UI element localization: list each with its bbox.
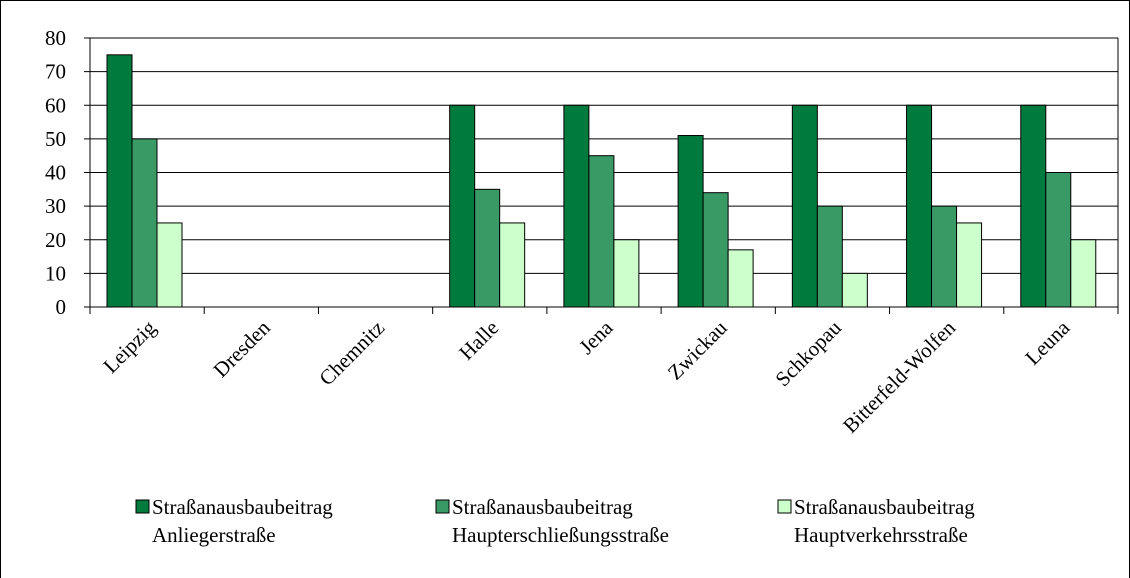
x-tick-label: Leipzig [98,315,161,378]
y-tick-label: 80 [45,26,66,50]
bar-2-bitterfeld-wolfen [931,205,958,308]
x-tick-label: Bitterfeld-Wolfen [838,315,961,438]
bar-3-halle [499,222,526,308]
legend-label: Haupterschließungsstraße [452,523,669,547]
y-tick-label: 50 [45,127,66,151]
y-tick-label: 0 [56,295,67,319]
legend-label: Straßanausbaubeitrag [794,495,975,519]
y-tick-label: 60 [45,93,66,117]
bar-2-leuna [1045,172,1072,308]
bar-1-jena [563,104,590,308]
legend-swatch [135,499,150,514]
bar-1-schkopau [791,104,818,308]
x-axis: Leipzig Dresden Chemnitz Halle Jena Zwickau Sc… [89,306,1119,438]
bar-3-leipzig [156,222,183,308]
bar-3-bitterfeld-wolfen [956,222,983,308]
x-tick-label: Chemnitz [314,316,389,391]
legend-label: Straßanausbaubeitrag [452,495,633,519]
y-tick-label: 70 [45,60,66,84]
bar-3-jena [613,239,640,308]
bar-1-leipzig [106,54,133,308]
legend-label: Straßanausbaubeitrag [152,495,333,519]
bars [106,54,1097,308]
legend-swatch [777,499,792,514]
x-tick-label: Halle [454,316,503,365]
y-tick-label: 30 [45,194,66,218]
x-tick-label: Schkopau [770,315,846,391]
bar-1-leuna [1020,104,1047,308]
y-axis: 0 10 20 30 40 50 60 70 80 [45,26,91,319]
bar-2-schkopau [816,205,843,308]
bar-1-bitterfeld-wolfen [906,104,933,308]
x-tick-label: Leuna [1020,315,1075,370]
x-tick-label: Dresden [208,315,275,382]
bar-2-jena [588,155,615,308]
bar-3-leuna [1070,239,1097,308]
bar-1-zwickau [677,135,704,308]
y-tick-label: 10 [45,261,66,285]
bar-1-halle [449,104,476,308]
bar-2-zwickau [702,192,729,308]
y-tick-label: 20 [45,228,66,252]
bar-2-leipzig [131,138,158,308]
x-tick-label: Jena [574,315,618,359]
x-tick-label: Zwickau [663,315,732,384]
bar-2-halle [474,188,501,308]
legend-label: Anliegerstraße [152,523,276,547]
y-tick-label: 40 [45,161,66,185]
legend-swatch [435,499,450,514]
legend-label: Hauptverkehrsstraße [794,523,968,547]
bar-3-schkopau [841,272,868,308]
legend: Straßanausbaubeitrag Anliegerstraße Straßa… [135,495,975,547]
bar-3-zwickau [727,249,754,308]
